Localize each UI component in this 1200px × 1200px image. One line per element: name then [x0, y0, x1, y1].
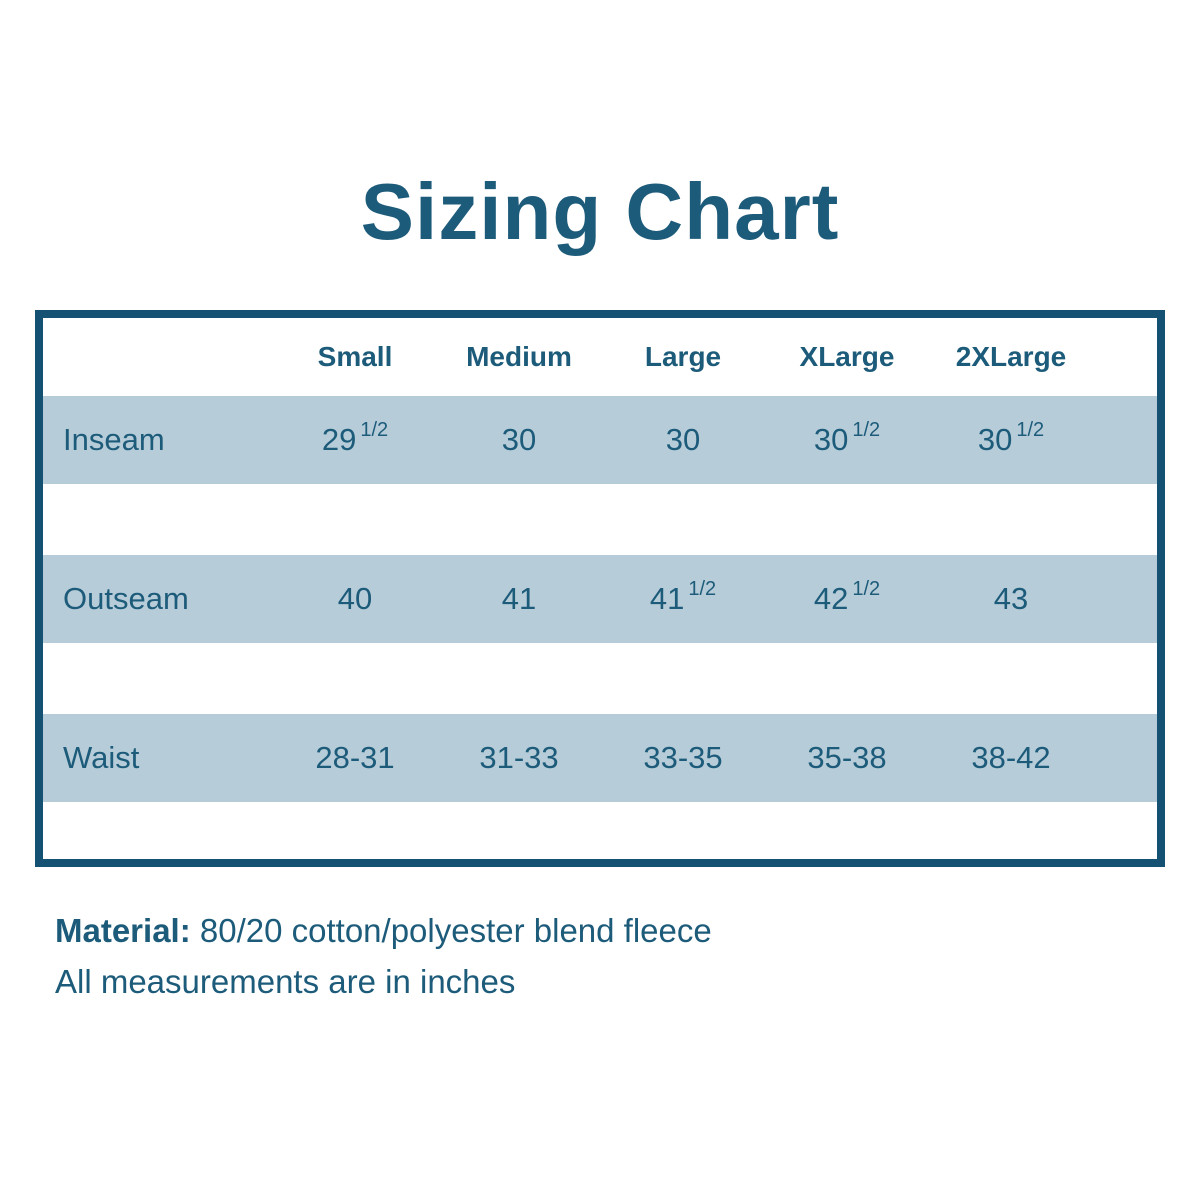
column-header-medium: Medium — [466, 341, 572, 372]
table-cell-inseam-large: 30 — [665, 422, 701, 457]
table-cell-waist-medium: 31-33 — [479, 740, 559, 775]
column-header-large: Large — [644, 341, 722, 372]
row-label-outseam: Outseam — [63, 581, 189, 616]
fraction-superscript: 1/2 — [688, 578, 717, 600]
table-row-waist: Waist 28-31 31-33 33-35 35-38 38-42 — [43, 714, 1157, 802]
row-label-waist: Waist — [63, 740, 140, 775]
table-cell-inseam-xlarge: 30 1/2 — [813, 419, 881, 457]
table-cell-waist-2xlarge: 38-42 — [971, 740, 1051, 775]
table-cell-outseam-xlarge: 42 1/2 — [813, 578, 881, 616]
table-bottom-strip — [43, 802, 1157, 859]
footer-notes: Material: 80/20 cotton/polyester blend f… — [55, 905, 712, 1007]
page-title: Sizing Chart — [360, 167, 840, 256]
table-cell-waist-xlarge: 35-38 — [807, 740, 887, 775]
table-row-inseam: Inseam 29 1/2 30 30 30 1/2 30 1/2 — [43, 396, 1157, 484]
fraction-superscript: 1/2 — [360, 419, 389, 441]
table-row-outseam: Outseam 40 41 41 1/2 42 1/2 43 — [43, 555, 1157, 643]
table-cell-outseam-medium: 41 — [501, 581, 537, 616]
row-spacer — [43, 643, 1157, 714]
column-header-small: Small — [317, 341, 393, 372]
material-line: Material: 80/20 cotton/polyester blend f… — [55, 905, 712, 956]
row-spacer — [43, 484, 1157, 555]
table-cell-outseam-large: 41 1/2 — [649, 578, 717, 616]
table-cell-outseam-small: 40 — [337, 581, 373, 616]
row-label-inseam: Inseam — [63, 422, 165, 457]
sizing-table: Small Medium Large XLarge 2XLarge Inseam 29 1/… — [35, 310, 1165, 867]
fraction-superscript: 1/2 — [852, 578, 881, 600]
table-header-row: Small Medium Large XLarge 2XLarge — [43, 318, 1157, 396]
table-cell-inseam-2xlarge: 30 1/2 — [977, 419, 1045, 457]
table-cell-inseam-small: 29 1/2 — [321, 419, 389, 457]
table-cell-waist-large: 33-35 — [643, 740, 723, 775]
fraction-superscript: 1/2 — [852, 419, 881, 441]
material-value: 80/20 cotton/polyester blend fleece — [190, 912, 712, 949]
table-cell-inseam-medium: 30 — [501, 422, 537, 457]
table-cell-waist-small: 28-31 — [315, 740, 395, 775]
material-label: Material: — [55, 912, 191, 949]
table-cell-outseam-2xlarge: 43 — [993, 581, 1029, 616]
column-header-2xlarge: 2XLarge — [955, 341, 1067, 372]
column-header-xlarge: XLarge — [799, 341, 895, 372]
measurement-note: All measurements are in inches — [55, 963, 516, 1001]
fraction-superscript: 1/2 — [1016, 419, 1045, 441]
